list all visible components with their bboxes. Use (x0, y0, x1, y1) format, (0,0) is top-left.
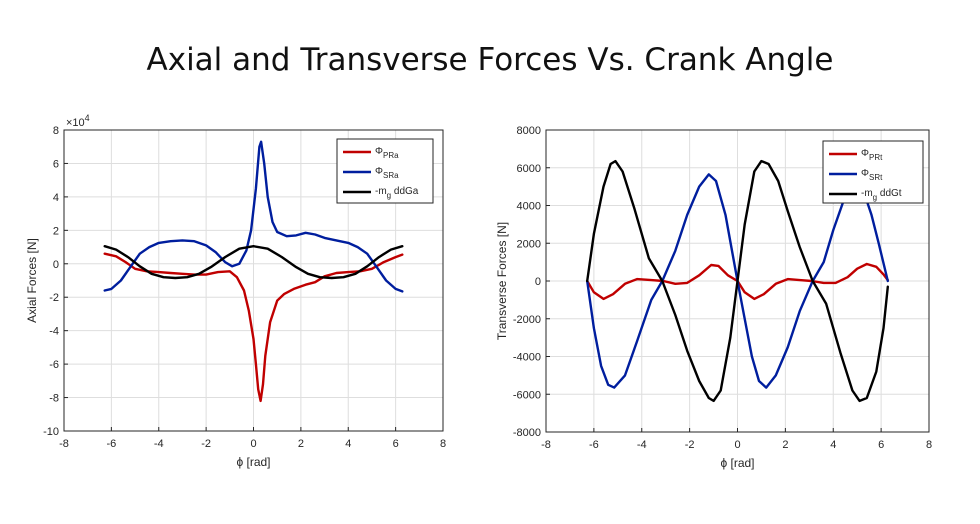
y-tick-label: -6 (49, 359, 59, 371)
y-tick-label: -2000 (513, 314, 541, 326)
axis-exponent-label: ×104 (66, 113, 90, 129)
y-tick-label: -10 (43, 426, 59, 438)
y-tick-label: -4 (49, 326, 59, 338)
x-tick-label: 0 (250, 438, 256, 450)
legend-box (822, 140, 924, 204)
y-tick-label: -2 (49, 292, 59, 304)
x-tick-label: 6 (878, 439, 884, 451)
x-tick-label: -4 (154, 438, 164, 450)
series-line-2 (103, 140, 404, 293)
y-axis-label: Transverse Forces [N] (495, 222, 509, 340)
y-tick-label: 8000 (517, 125, 541, 137)
x-axis-label: ϕ [rad] (236, 455, 270, 469)
y-axis-label: Axial Forces [N] (25, 238, 39, 323)
y-tick-label: 2000 (517, 238, 541, 250)
y-tick-label: 2 (53, 225, 59, 237)
x-tick-label: 6 (393, 438, 399, 450)
x-tick-label: 0 (734, 439, 740, 451)
x-tick-label: -2 (201, 438, 211, 450)
y-tick-label: 6000 (517, 163, 541, 175)
x-tick-label: 8 (440, 438, 446, 450)
series-line-3 (103, 245, 404, 280)
y-tick-label: 4 (53, 192, 59, 204)
y-tick-label: 6 (53, 158, 59, 170)
x-tick-label: -2 (685, 439, 695, 451)
x-tick-label: -8 (541, 439, 551, 451)
y-tick-label: -8000 (513, 427, 541, 439)
x-tick-label: -6 (106, 438, 116, 450)
series-line-3 (586, 159, 889, 403)
y-tick-label: -8 (49, 393, 59, 405)
x-tick-label: -4 (637, 439, 647, 451)
x-tick-label: -6 (589, 439, 599, 451)
x-tick-label: -8 (59, 438, 69, 450)
y-tick-label: 0 (53, 259, 59, 271)
x-tick-label: 8 (926, 439, 932, 451)
y-tick-label: 0 (535, 276, 541, 288)
chart-2: -8 -6 -4 -2 0 2 4 6 8 -8000 -6000 -4000 -2000 0 2000 40… (495, 125, 932, 470)
y-tick-label: -4000 (513, 352, 541, 364)
y-tick-label: 8 (53, 125, 59, 137)
series-line-1 (586, 262, 889, 301)
x-tick-label: 2 (298, 438, 304, 450)
legend-entry-label: -mg ddGt (861, 188, 902, 202)
series-line-1 (103, 252, 404, 403)
page-title: Axial and Transverse Forces Vs. Crank An… (146, 42, 834, 78)
x-tick-label: 2 (782, 439, 788, 451)
y-tick-label: 4000 (517, 201, 541, 213)
x-axis-label: ϕ [rad] (720, 456, 754, 470)
x-tick-label: 4 (830, 439, 836, 451)
x-tick-label: 4 (345, 438, 351, 450)
legend-entry-label: -mg ddGa (375, 186, 419, 200)
y-tick-label: -6000 (513, 389, 541, 401)
